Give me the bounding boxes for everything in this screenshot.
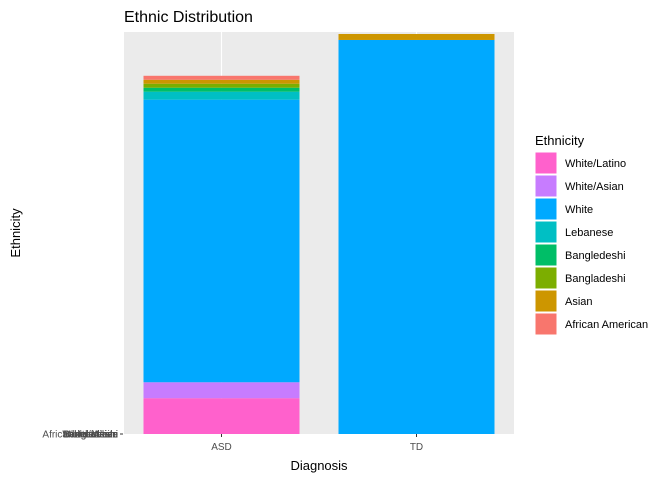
chart-title: Ethnic Distribution [124, 9, 253, 26]
legend-key-white-latino [534, 151, 558, 175]
legend-key-asian [534, 289, 558, 313]
bar-td-asian [338, 33, 495, 40]
x-axis-ticks: ASD TD [211, 434, 423, 453]
legend-label: White/Asian [565, 181, 624, 193]
bar-td-white [338, 39, 495, 435]
legend-key-white [534, 197, 558, 221]
y-axis-ticks: African AmericanAsianBangladeshiBanglede… [42, 430, 123, 441]
legend-title: Ethnicity [535, 133, 585, 148]
bar-asd-african-american [143, 75, 300, 80]
legend-key-lebanese [534, 220, 558, 244]
y-tick-label: Lebanese [74, 430, 118, 441]
legend-label: Bangladeshi [565, 273, 626, 285]
y-tick-label: White [92, 430, 118, 441]
y-tick-label: White/Latino [62, 430, 118, 441]
legend: White/Latino White/Asian White Lebanese Bang… [534, 151, 648, 336]
bar-asd-white [143, 99, 300, 383]
legend-label: Asian [565, 296, 593, 308]
y-axis-title: Ethnicity [8, 208, 23, 258]
legend-key-bangladeshi [534, 266, 558, 290]
legend-key-african-american [534, 312, 558, 336]
legend-key-bangledeshi [534, 243, 558, 267]
y-tick-label: Bangledeshi [63, 430, 118, 441]
legend-label: White [565, 204, 593, 216]
legend-label: Bangledeshi [565, 250, 626, 262]
legend-label: Lebanese [565, 227, 613, 239]
y-tick-label: Asian [93, 430, 118, 441]
bar-asd-asian [143, 79, 300, 84]
legend-key-white-asian [534, 174, 558, 198]
bar-asd-bangledeshi [143, 87, 300, 92]
bar-asd-bangladeshi [143, 83, 300, 88]
x-tick-label: ASD [211, 442, 232, 453]
legend-label: African American [565, 319, 648, 331]
x-axis-title: Diagnosis [290, 458, 348, 473]
bar-asd-white-asian [143, 382, 300, 399]
bar-asd-white-latino [143, 398, 300, 434]
stacked-bars [143, 33, 495, 435]
bar-asd-lebanese [143, 91, 300, 100]
y-tick-label: White/Asian [65, 430, 118, 441]
legend-label: White/Latino [565, 158, 626, 170]
x-tick-label: TD [410, 442, 423, 453]
y-tick-label: Bangladeshi [63, 430, 118, 441]
y-tick-label: African American [42, 430, 118, 441]
